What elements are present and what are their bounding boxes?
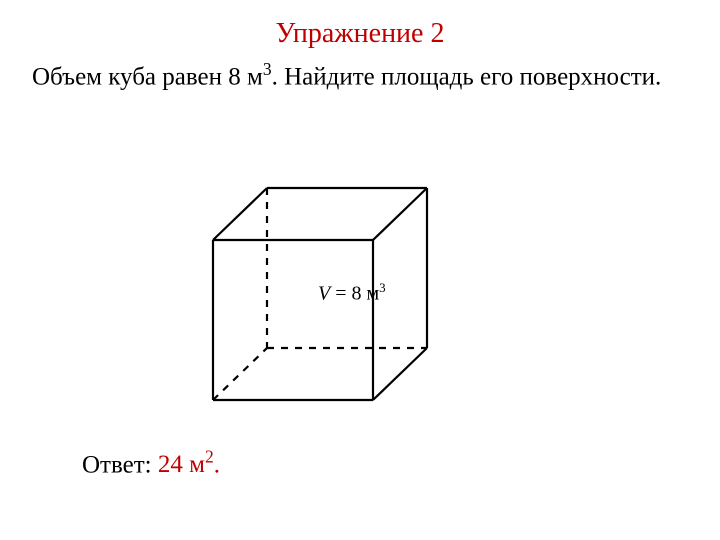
answer-label: Ответ: <box>82 451 158 478</box>
cube-edge-top-right-depth <box>373 188 427 240</box>
cube-edge-hidden-bottom-left-depth <box>213 348 267 400</box>
problem-part1: Объем куба равен 8 м <box>32 63 263 90</box>
problem-statement: Объем куба равен 8 м3. Найдите площадь е… <box>0 58 720 94</box>
problem-part2: . Найдите площадь его поверхности. <box>272 63 662 90</box>
problem-exp1: 3 <box>263 59 272 79</box>
cube-edge-bottom-right-depth <box>373 348 427 400</box>
answer-value-part1: 24 м <box>158 451 205 478</box>
answer-value-exp: 2 <box>205 447 214 467</box>
exercise-title: Упражнение 2 <box>0 0 720 58</box>
answer-value: 24 м2 <box>158 451 214 478</box>
answer-value-part2: . <box>214 451 220 478</box>
cube-edge-top-left-depth <box>213 188 267 240</box>
answer-block: Ответ: 24 м2. <box>82 447 220 479</box>
cube-volume-label: V = 8 м3 <box>318 280 386 306</box>
